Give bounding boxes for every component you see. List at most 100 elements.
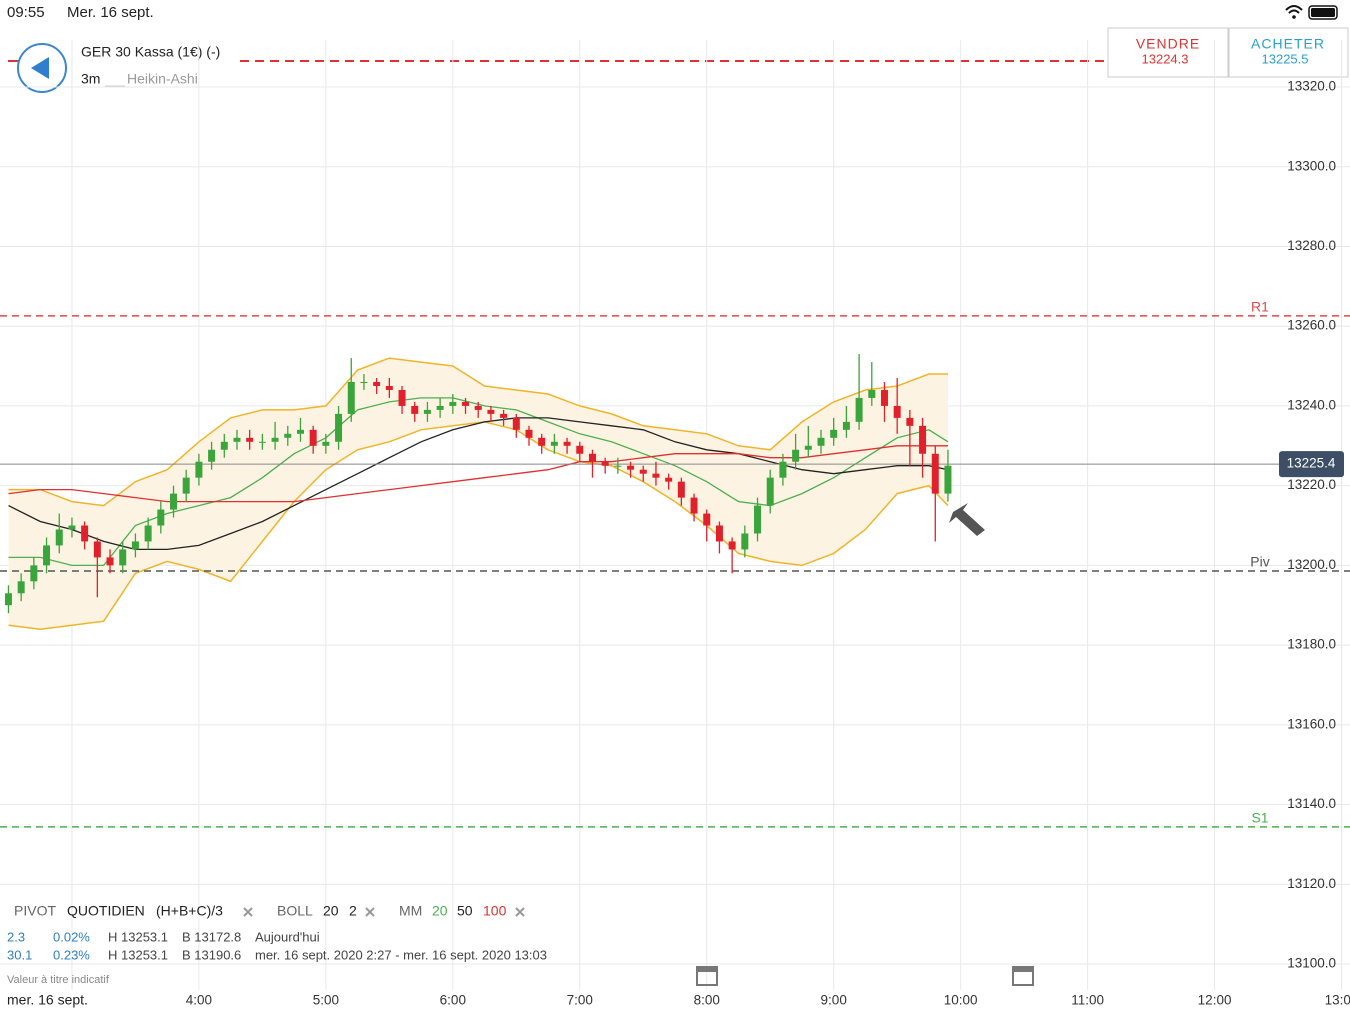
sell-button[interactable] — [1107, 27, 1229, 78]
candle-body — [284, 433, 292, 438]
date-label: mer. 16 sept. — [7, 992, 88, 1008]
candle-body — [614, 465, 622, 467]
candle-body — [30, 565, 38, 582]
candle-body — [665, 477, 673, 482]
x-tick-label: 12:00 — [1198, 993, 1232, 1008]
stat: B 13190.6 — [182, 947, 241, 962]
candle-body — [550, 441, 558, 446]
current-price-label: 13225.4 — [1287, 456, 1336, 471]
y-tick-label: 13200.0 — [1287, 557, 1336, 572]
y-tick-label: 13140.0 — [1287, 796, 1336, 811]
candle-body — [182, 477, 190, 494]
y-tick-label: 13120.0 — [1287, 876, 1336, 891]
candle-body — [119, 549, 127, 566]
plot — [0, 40, 1350, 990]
y-tick-label: 13160.0 — [1287, 716, 1336, 731]
buy-button[interactable] — [1228, 27, 1349, 78]
current-price-box — [1279, 451, 1344, 478]
candle-body — [627, 465, 635, 470]
candle-body — [157, 509, 165, 526]
candle-body — [703, 513, 711, 526]
interval: 3m — [81, 71, 100, 87]
x-tick-label: 11:00 — [1071, 993, 1104, 1008]
x-tick-label: 6:00 — [440, 993, 466, 1008]
candle-body — [423, 409, 431, 414]
x-tick-label: 5:00 — [313, 993, 339, 1008]
candle-body — [43, 545, 51, 566]
candle-body — [462, 401, 470, 406]
candle-body — [296, 429, 304, 434]
candle-body — [385, 385, 393, 390]
legend-mm: 50 — [457, 903, 473, 919]
status-date: Mer. 16 sept. — [67, 4, 154, 21]
candle-body — [766, 477, 774, 506]
candle-body — [677, 481, 685, 498]
stat: mer. 16 sept. 2020 2:27 - mer. 16 sept. … — [255, 947, 547, 962]
candle-body — [792, 449, 800, 462]
candle-body — [322, 441, 330, 446]
x-tick-label: 4:00 — [186, 993, 212, 1008]
candle-body — [652, 473, 660, 478]
calendar-icon[interactable] — [696, 966, 718, 986]
y-tick-label: 13240.0 — [1287, 397, 1336, 412]
candle-body — [741, 533, 749, 550]
calendar-icon[interactable] — [1012, 966, 1034, 986]
sell-label: VENDRE — [1136, 36, 1200, 52]
candle-body — [919, 425, 927, 454]
candle-body — [271, 437, 279, 442]
candle-body — [208, 449, 216, 462]
buy-label: ACHETER — [1251, 36, 1325, 52]
candle-body — [817, 437, 825, 446]
back-icon — [31, 57, 49, 79]
candle-body — [487, 409, 495, 414]
candle-body — [131, 541, 139, 550]
candle-body — [195, 461, 203, 478]
legend-pivot: QUOTIDIEN — [67, 903, 145, 919]
candle-body — [347, 381, 355, 414]
y-tick-label: 13180.0 — [1287, 637, 1336, 652]
note: Valeur à titre indicatif — [7, 974, 110, 986]
legend-pivot: (H+B+C)/3 — [156, 903, 223, 919]
remove-icon[interactable] — [365, 907, 375, 917]
moving-average — [8, 417, 949, 551]
candle-body — [220, 441, 228, 450]
stat: Aujourd'hui — [255, 929, 320, 944]
legend-boll: BOLL — [277, 903, 313, 919]
bollinger-upper — [8, 357, 948, 507]
candle-body — [906, 417, 914, 426]
arrow-annotation — [949, 503, 985, 536]
candle-body — [335, 413, 343, 442]
stat: 0.23% — [53, 947, 90, 962]
candle-body — [373, 381, 381, 386]
y-tick-label: 13260.0 — [1287, 318, 1336, 333]
candle-body — [246, 437, 254, 442]
buy-price: 13225.5 — [1262, 51, 1309, 66]
candle-body — [538, 437, 546, 446]
level-label: R1 — [1251, 299, 1269, 315]
stat: 30.1 — [7, 947, 32, 962]
stat: H 13253.1 — [108, 929, 168, 944]
candle-body — [893, 405, 901, 418]
candle-body — [842, 421, 850, 430]
remove-icon[interactable] — [243, 907, 253, 917]
candle-body — [81, 525, 89, 542]
remove-icon[interactable] — [515, 907, 525, 917]
sell-price: 13224.3 — [1142, 51, 1189, 66]
candle-body — [360, 381, 368, 383]
candle-body — [779, 461, 787, 478]
candle-body — [68, 525, 76, 530]
candle-body — [474, 405, 482, 410]
candle-body — [398, 389, 406, 406]
candle-body — [449, 401, 457, 406]
x-tick-label: 7:00 — [567, 993, 593, 1008]
y-tick-label: 13220.0 — [1287, 477, 1336, 492]
candle-body — [309, 429, 317, 446]
bollinger-band — [8, 358, 948, 630]
candle-body — [106, 557, 114, 566]
y-tick-label: 13280.0 — [1287, 238, 1336, 253]
candle-body — [944, 465, 952, 494]
legend-boll: 20 — [323, 903, 339, 919]
candle-body — [93, 541, 101, 558]
candle-body — [690, 497, 698, 514]
